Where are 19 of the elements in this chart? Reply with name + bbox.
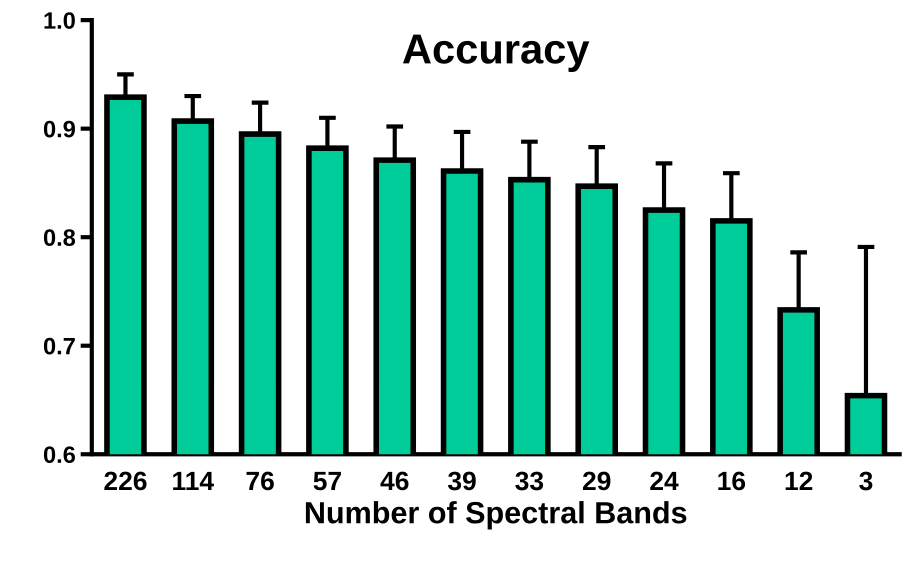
x-tick-label: 39 <box>448 472 476 490</box>
x-axis-title: Number of Spectral Bands <box>306 501 686 530</box>
x-tick-label: 12 <box>786 472 812 490</box>
x-tick-label: 24 <box>650 472 679 490</box>
y-tick-label: 1.0 <box>44 12 75 29</box>
x-tick-label: 57 <box>314 472 341 490</box>
chart-title: Accuracy <box>402 34 590 72</box>
y-tick-label: 0.6 <box>44 446 75 464</box>
x-tick-label: 29 <box>582 472 610 490</box>
x-tick-label: 226 <box>104 472 147 490</box>
y-tick-label: 0.8 <box>44 229 76 246</box>
x-tick-label: 3 <box>859 472 872 490</box>
x-tick-label: 46 <box>380 472 408 490</box>
x-tick-label: 33 <box>515 472 544 490</box>
x-tick-label: 114 <box>173 472 214 490</box>
y-tick-label: 0.7 <box>44 338 75 355</box>
y-tick-label: 0.9 <box>44 120 75 138</box>
x-tick-label: 16 <box>718 472 746 490</box>
x-tick-label: 76 <box>246 472 274 490</box>
